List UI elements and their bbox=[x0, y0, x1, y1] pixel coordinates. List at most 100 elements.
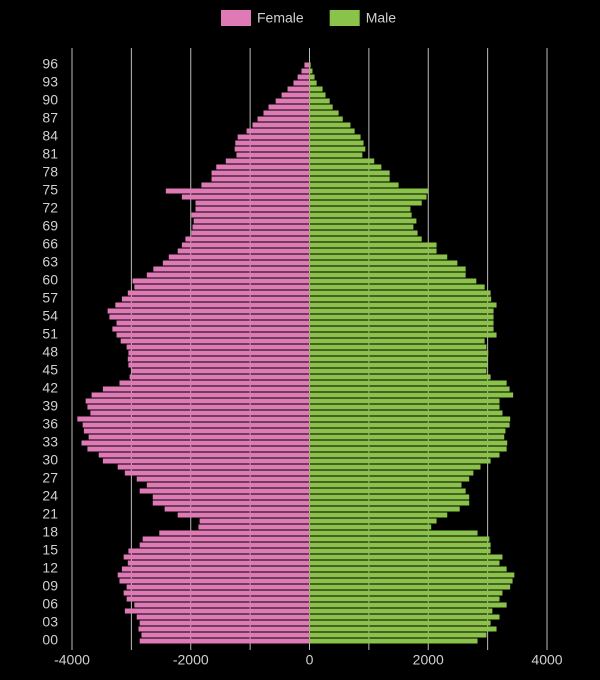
bar bbox=[225, 158, 310, 164]
bar bbox=[309, 134, 361, 140]
bar bbox=[297, 74, 310, 80]
bar bbox=[309, 470, 474, 476]
bar bbox=[146, 482, 310, 488]
bar bbox=[309, 332, 497, 338]
bar bbox=[309, 212, 412, 218]
y-tick-label: 69 bbox=[42, 218, 58, 234]
x-tick-label: 2000 bbox=[413, 652, 444, 668]
bar bbox=[136, 614, 310, 620]
bar bbox=[309, 302, 497, 308]
bar bbox=[117, 572, 310, 578]
x-tick-label: -4000 bbox=[54, 652, 90, 668]
bar bbox=[309, 74, 315, 80]
bar bbox=[191, 230, 310, 236]
bar bbox=[132, 278, 310, 284]
bar bbox=[309, 140, 364, 146]
bar bbox=[177, 512, 310, 518]
bar bbox=[152, 494, 310, 500]
bar bbox=[134, 284, 310, 290]
bar bbox=[309, 356, 488, 362]
bar bbox=[309, 560, 500, 566]
bar bbox=[211, 176, 310, 182]
bar bbox=[139, 488, 310, 494]
bar bbox=[309, 176, 390, 182]
bar bbox=[107, 308, 310, 314]
bar bbox=[123, 590, 310, 596]
bar bbox=[309, 224, 414, 230]
bar bbox=[164, 506, 310, 512]
bar bbox=[181, 194, 310, 200]
bar bbox=[309, 482, 462, 488]
bar bbox=[165, 188, 310, 194]
bar bbox=[301, 68, 310, 74]
bar bbox=[309, 368, 487, 374]
bar bbox=[309, 338, 485, 344]
bar bbox=[309, 146, 366, 152]
x-tick-label: -2000 bbox=[173, 652, 209, 668]
bar bbox=[309, 164, 382, 170]
bar bbox=[309, 452, 500, 458]
bar bbox=[257, 116, 310, 122]
bar bbox=[309, 314, 494, 320]
bar bbox=[309, 434, 505, 440]
y-tick-label: 36 bbox=[42, 416, 58, 432]
bar bbox=[309, 626, 497, 632]
bar bbox=[309, 350, 489, 356]
bar bbox=[309, 80, 317, 86]
bar bbox=[275, 98, 310, 104]
bar bbox=[309, 590, 503, 596]
bar bbox=[309, 524, 432, 530]
bar bbox=[309, 494, 470, 500]
bar bbox=[128, 362, 310, 368]
bar bbox=[236, 152, 310, 158]
y-tick-label: 66 bbox=[42, 236, 58, 252]
bar bbox=[309, 638, 478, 644]
y-tick-label: 24 bbox=[42, 488, 58, 504]
bar bbox=[309, 200, 422, 206]
bar bbox=[309, 62, 311, 68]
bar bbox=[234, 146, 310, 152]
bar bbox=[127, 560, 310, 566]
bar bbox=[309, 488, 466, 494]
bar bbox=[309, 68, 313, 74]
bar bbox=[181, 242, 310, 248]
bar bbox=[309, 614, 500, 620]
y-tick-label: 39 bbox=[42, 398, 58, 414]
bar bbox=[142, 536, 310, 542]
legend-label: Female bbox=[257, 10, 304, 26]
y-tick-label: 45 bbox=[42, 362, 58, 378]
bar bbox=[121, 566, 310, 572]
bar bbox=[185, 236, 310, 242]
bar bbox=[309, 242, 437, 248]
bar bbox=[139, 542, 310, 548]
bar bbox=[309, 170, 390, 176]
bar bbox=[309, 116, 343, 122]
bar bbox=[309, 596, 500, 602]
bar bbox=[119, 380, 310, 386]
y-tick-label: 51 bbox=[42, 326, 58, 342]
bar bbox=[309, 374, 491, 380]
y-tick-label: 72 bbox=[42, 200, 58, 216]
bar bbox=[139, 620, 310, 626]
bar bbox=[309, 506, 460, 512]
bar bbox=[117, 464, 310, 470]
bar bbox=[81, 440, 310, 446]
bar bbox=[309, 248, 437, 254]
bar bbox=[309, 566, 507, 572]
bar bbox=[309, 260, 458, 266]
bar bbox=[162, 260, 310, 266]
bar bbox=[309, 512, 448, 518]
bar bbox=[309, 458, 491, 464]
bar bbox=[252, 122, 310, 128]
bar bbox=[309, 572, 515, 578]
y-tick-label: 63 bbox=[42, 254, 58, 270]
bar bbox=[237, 134, 310, 140]
bar bbox=[152, 500, 310, 506]
bar bbox=[85, 398, 310, 404]
bar bbox=[309, 236, 422, 242]
bar bbox=[109, 314, 310, 320]
bar bbox=[309, 584, 511, 590]
bar bbox=[309, 536, 490, 542]
y-tick-label: 60 bbox=[42, 272, 58, 288]
